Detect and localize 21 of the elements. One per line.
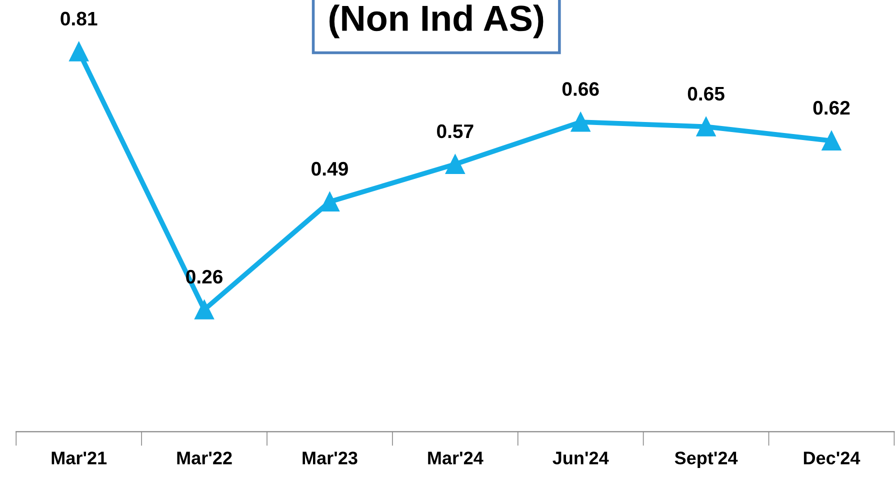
point <box>822 131 842 150</box>
point <box>194 300 214 320</box>
point <box>320 192 340 212</box>
x-tick-label: Jun'24 <box>552 452 609 464</box>
data-label: 0.65 <box>688 86 724 101</box>
data-label: 0.57 <box>437 124 474 138</box>
x-tick-label: Mar'23 <box>302 452 358 464</box>
x-tick-label: Mar'24 <box>428 452 484 464</box>
point <box>696 116 716 136</box>
chart-title: (Non Ind AS) <box>330 4 544 38</box>
data-label: 0.66 <box>562 82 599 96</box>
point <box>69 42 89 62</box>
point <box>570 112 590 132</box>
x-tick-label: Mar'21 <box>52 452 107 464</box>
x-tick-label: Dec'24 <box>804 452 860 464</box>
point <box>445 154 465 174</box>
x-tick-label: Sept'24 <box>674 452 738 468</box>
data-label: 0.62 <box>813 100 850 115</box>
data-label: 0.49 <box>312 162 348 176</box>
x-tick-label: Mar'22 <box>177 452 232 464</box>
data-label: 0.81 <box>60 12 98 26</box>
